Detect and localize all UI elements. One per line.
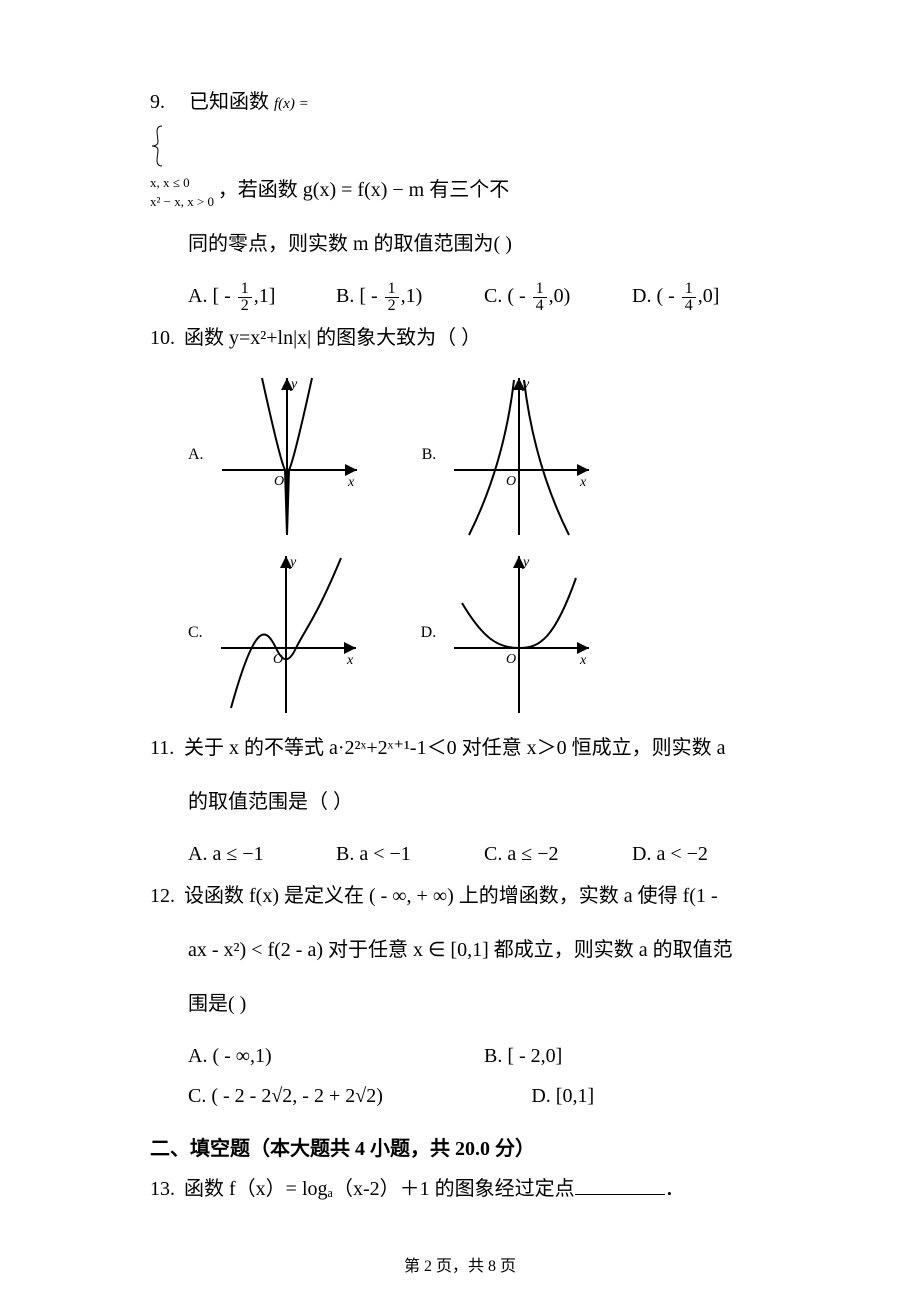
q-number: 10.: [150, 316, 184, 360]
q10-row1: A. y x O B. y x O: [150, 370, 780, 540]
q13-text-post: ．: [665, 1178, 685, 1200]
q10-text: 函数 y=x²+ln|x| 的图象大致为（ ）: [184, 327, 481, 349]
label-c: C.: [188, 624, 203, 642]
q12-line1: 设函数 f(x) 是定义在 ( - ∞, + ∞) 上的增函数，实数 a 使得 …: [184, 885, 718, 907]
brace-icon: [150, 124, 164, 168]
graph-option-b: B. y x O: [422, 370, 595, 540]
svg-text:O: O: [506, 652, 516, 667]
q12-line2: ax - x²) < f(2 - a) 对于任意 x ∈ [0,1] 都成立，则…: [150, 928, 780, 972]
q13-text-pre: 函数 f（x）= logₐ（x-2）＋1 的图象经过定点: [184, 1178, 575, 1200]
q-number: 12.: [150, 874, 184, 918]
choice-11b: B. a < −1: [336, 834, 484, 874]
choice-12a: A. ( - ∞,1): [188, 1036, 484, 1076]
svg-text:O: O: [273, 652, 283, 667]
svg-text:x: x: [347, 475, 355, 490]
q9-tail: ，若函数 g(x) = f(x) − m 有三个不: [218, 179, 509, 201]
svg-text:x: x: [346, 653, 354, 668]
blank-line: [575, 1174, 665, 1195]
svg-text:O: O: [506, 474, 516, 489]
question-13: 13.函数 f（x）= logₐ（x-2）＋1 的图象经过定点 ．: [150, 1167, 780, 1211]
svg-text:y: y: [289, 377, 298, 392]
q-number: 9.: [150, 80, 184, 124]
svg-text:x: x: [579, 475, 587, 490]
q12-line3: 围是( ): [150, 982, 780, 1026]
choice-9c: C. ( - 14,0): [484, 276, 632, 316]
graph-d-svg: y x O: [444, 548, 594, 718]
q11-line1: 关于 x 的不等式 a·2²ˣ+2ˣ⁺¹-1＜0 对任意 x＞0 恒成立，则实数…: [184, 737, 725, 759]
choice-9b: B. [ - 12,1): [336, 276, 484, 316]
page-footer: 第 2 页，共 8 页: [0, 1252, 920, 1276]
graph-a-svg: y x O: [212, 370, 362, 540]
svg-text:y: y: [521, 555, 530, 570]
choice-11c: C. a ≤ −2: [484, 834, 632, 874]
choice-12c: C. ( - 2 - 2√2, - 2 + 2√2): [188, 1076, 531, 1116]
svg-text:x: x: [579, 653, 587, 668]
svg-text:O: O: [274, 474, 284, 489]
svg-text:y: y: [521, 377, 530, 392]
choice-12d: D. [0,1]: [531, 1076, 594, 1116]
graph-option-d: D. y x O: [421, 548, 595, 718]
graph-option-a: A. y x O: [188, 370, 362, 540]
graph-option-c: C. y x O: [188, 548, 361, 718]
piece-1: x, x ≤ 0: [150, 174, 214, 192]
graph-b-svg: y x O: [444, 370, 594, 540]
q9-lead: 已知函数: [189, 91, 269, 113]
choice-11a: A. a ≤ −1: [188, 834, 336, 874]
question-9: 9. 已知函数 f(x) = x, x ≤ 0 x² − x, x > 0 ，若…: [150, 80, 780, 212]
label-a: A.: [188, 446, 204, 464]
q12-choices-row1: A. ( - ∞,1) B. [ - 2,0]: [150, 1036, 780, 1076]
question-11: 11.关于 x 的不等式 a·2²ˣ+2ˣ⁺¹-1＜0 对任意 x＞0 恒成立，…: [150, 726, 780, 770]
piece-2: x² − x, x > 0: [150, 193, 214, 211]
q-number: 13.: [150, 1167, 184, 1211]
q9-line2: 同的零点，则实数 m 的取值范围为( ): [150, 222, 780, 266]
svg-text:y: y: [288, 555, 297, 570]
section-2-title: 二、填空题（本大题共 4 小题，共 20.0 分）: [150, 1132, 780, 1161]
q10-row2: C. y x O D. y x O: [150, 548, 780, 718]
label-d: D.: [421, 624, 437, 642]
question-12: 12.设函数 f(x) 是定义在 ( - ∞, + ∞) 上的增函数，实数 a …: [150, 874, 780, 918]
q11-line2: 的取值范围是（ ）: [150, 780, 780, 824]
q12-choices-row2: C. ( - 2 - 2√2, - 2 + 2√2) D. [0,1]: [150, 1076, 780, 1116]
choice-12b: B. [ - 2,0]: [484, 1036, 780, 1076]
q11-choices: A. a ≤ −1 B. a < −1 C. a ≤ −2 D. a < −2: [150, 834, 780, 874]
question-10: 10.函数 y=x²+ln|x| 的图象大致为（ ）: [150, 316, 780, 360]
q-number: 11.: [150, 726, 184, 770]
choice-9d: D. ( - 14,0]: [632, 276, 780, 316]
choice-11d: D. a < −2: [632, 834, 780, 874]
choice-9a: A. [ - 12,1]: [188, 276, 336, 316]
graph-c-svg: y x O: [211, 548, 361, 718]
q9-choices: A. [ - 12,1] B. [ - 12,1) C. ( - 14,0) D…: [150, 276, 780, 316]
label-b: B.: [422, 446, 437, 464]
